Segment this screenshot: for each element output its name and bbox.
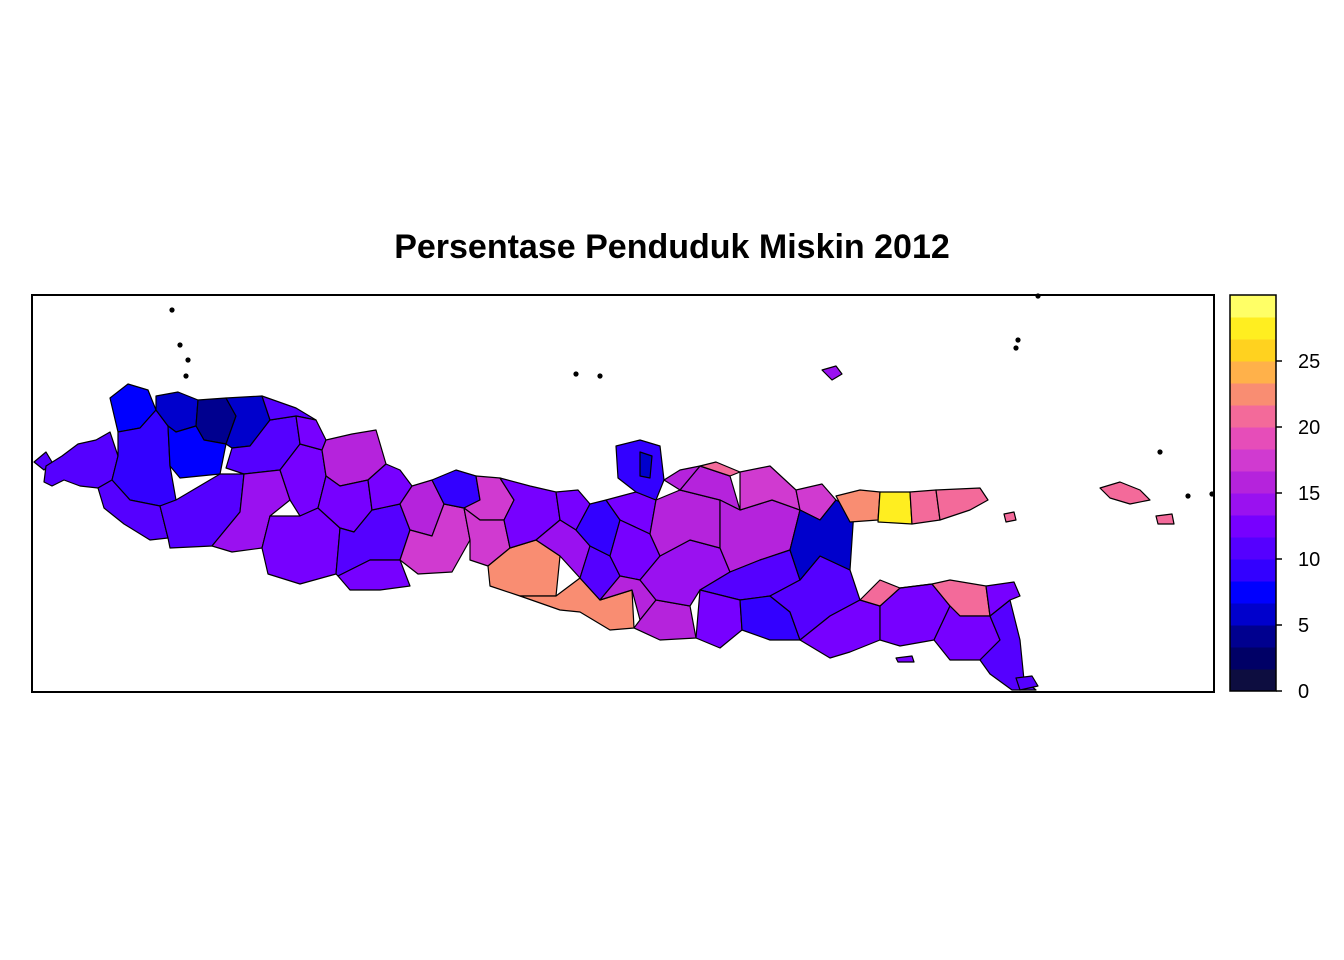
small-island [183,373,189,379]
map-region [167,425,227,479]
legend-tick-label: 15 [1298,483,1320,505]
small-island [1209,491,1215,497]
small-island [1013,345,1019,351]
legend-swatch [1230,647,1276,670]
legend-tick-label: 0 [1298,681,1309,703]
legend-ticks: 0 5 10 15 20 25 [1276,351,1320,703]
small-island [1015,337,1021,343]
small-island [1035,293,1041,299]
legend-swatch [1230,581,1276,604]
map-region [979,599,1037,691]
legend-tick-label: 25 [1298,351,1320,373]
legend-swatch [1230,559,1276,582]
map-region [1003,511,1017,523]
legend-swatch [1230,339,1276,362]
legend-swatch [1230,603,1276,626]
map-region [935,487,989,521]
legend-tick-label: 20 [1298,417,1320,439]
small-island [177,342,183,348]
small-island [1157,449,1163,455]
small-island [573,371,579,377]
map-region [909,489,941,525]
map-region [1099,481,1151,505]
legend-swatch [1230,383,1276,406]
map-region [1155,513,1175,525]
small-island [597,373,603,379]
map-region [821,365,843,381]
legend-tick-label: 5 [1298,615,1309,637]
map-title: Persentase Penduduk Miskin 2012 [394,228,950,266]
small-island [1185,493,1191,499]
legend-swatch [1230,317,1276,340]
map-region [895,655,915,663]
legend-tick-label: 10 [1298,549,1320,571]
java-map [33,293,1215,691]
map-region [261,507,341,585]
map-region [1015,675,1039,691]
legend-swatch [1230,361,1276,384]
legend-swatch [1230,669,1276,692]
small-island [185,357,191,363]
legend-swatch [1230,625,1276,648]
legend-swatch [1230,295,1276,318]
map-region [985,581,1021,617]
legend-swatch [1230,405,1276,428]
legend-swatch [1230,471,1276,494]
legend-swatch [1230,537,1276,560]
small-island [169,307,175,313]
legend-swatch [1230,493,1276,516]
legend-swatch [1230,427,1276,450]
map-region [519,577,635,631]
map-region [337,559,411,591]
map-region [877,491,913,525]
legend-colorbar [1229,294,1277,692]
legend-swatch [1230,515,1276,538]
legend-swatch [1230,449,1276,472]
map-region [639,451,653,479]
